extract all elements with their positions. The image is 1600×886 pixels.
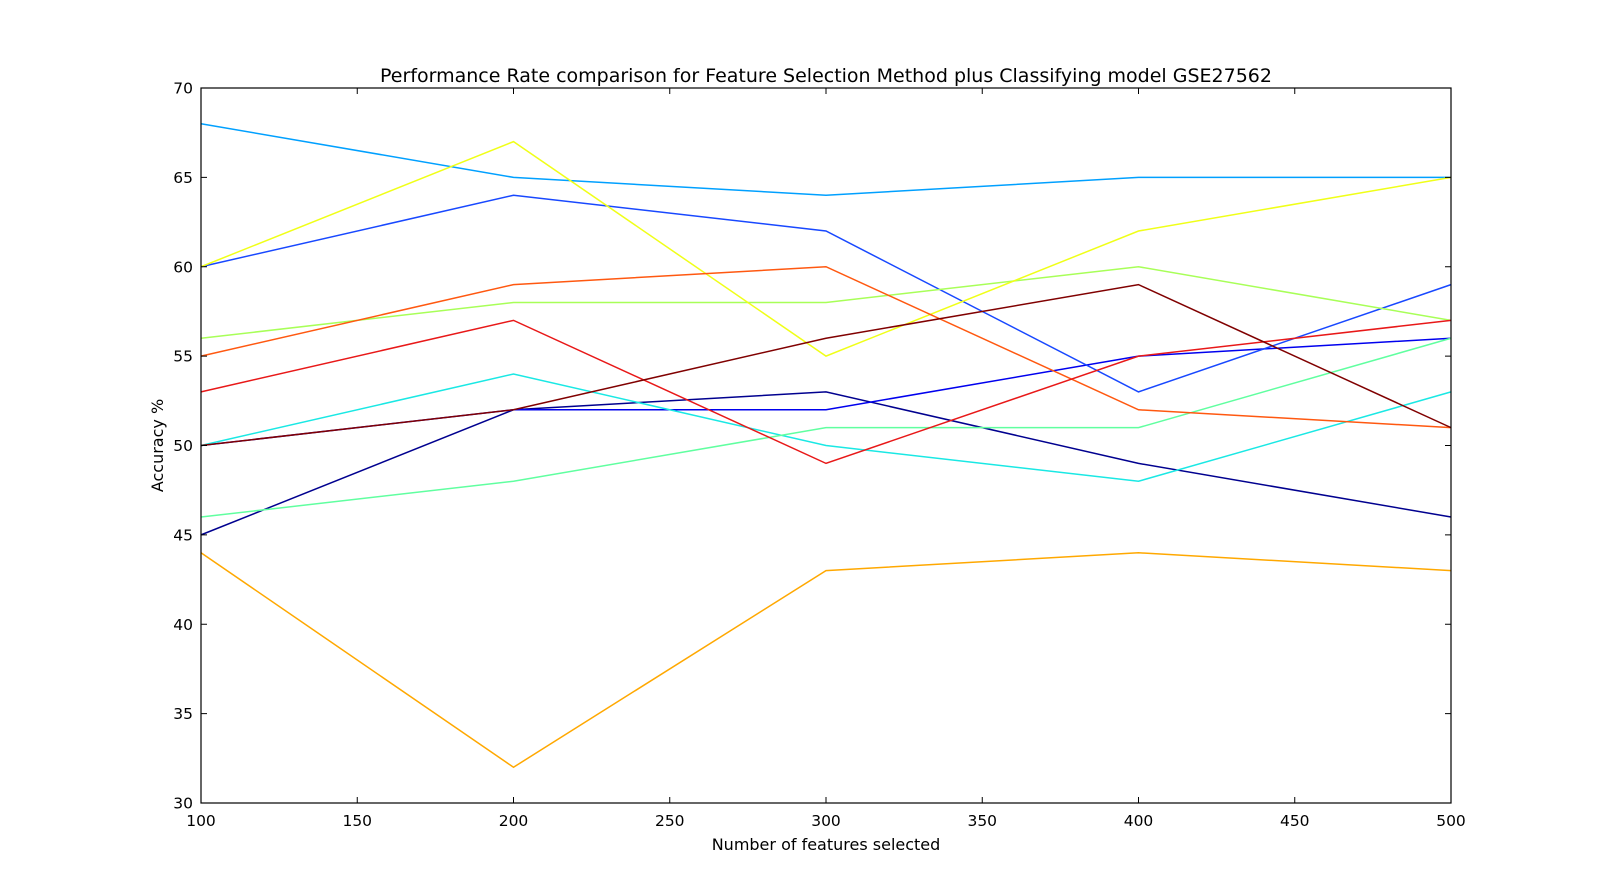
chart-title: Performance Rate comparison for Feature … <box>380 65 1272 87</box>
y-axis-label: Accuracy % <box>148 399 167 492</box>
series-line-10 <box>200 265 1452 429</box>
y-tick-label: 45 <box>173 526 193 544</box>
x-tick-label: 200 <box>499 812 529 830</box>
series-line-11 <box>200 319 1452 465</box>
y-tick-label: 35 <box>173 705 193 723</box>
x-tick-label: 100 <box>186 812 216 830</box>
series-line-9 <box>200 551 1452 769</box>
x-tick-label: 150 <box>342 812 372 830</box>
y-tick-label: 70 <box>173 80 193 98</box>
series-line-7 <box>200 265 1452 339</box>
tick-layer: 100 150 200 250 300 350 400 450 500 30 35 40 45 50 55 6… <box>173 80 1466 831</box>
series-line-8 <box>200 140 1452 357</box>
series-line-1 <box>200 391 1452 536</box>
series-layer <box>200 123 1452 769</box>
y-tick-label: 30 <box>173 795 193 813</box>
series-line-5 <box>200 373 1452 483</box>
x-tick-label: 350 <box>967 812 997 830</box>
y-tick-label: 50 <box>173 437 193 455</box>
series-line-6 <box>200 337 1452 518</box>
x-axis-label: Number of features selected <box>712 835 941 854</box>
series-line-3 <box>200 194 1452 393</box>
series-line-4 <box>200 123 1451 197</box>
series-line-12 <box>200 283 1452 447</box>
x-tick-label: 400 <box>1124 812 1154 830</box>
y-tick-label: 60 <box>173 258 193 276</box>
y-tick-label: 40 <box>173 616 193 634</box>
x-tick-label: 500 <box>1436 812 1466 830</box>
y-tick-label: 65 <box>173 169 193 187</box>
x-tick-label: 250 <box>655 812 685 830</box>
x-tick-label: 450 <box>1280 812 1310 830</box>
x-tick-label: 300 <box>811 812 841 830</box>
y-tick-label: 55 <box>173 348 193 366</box>
